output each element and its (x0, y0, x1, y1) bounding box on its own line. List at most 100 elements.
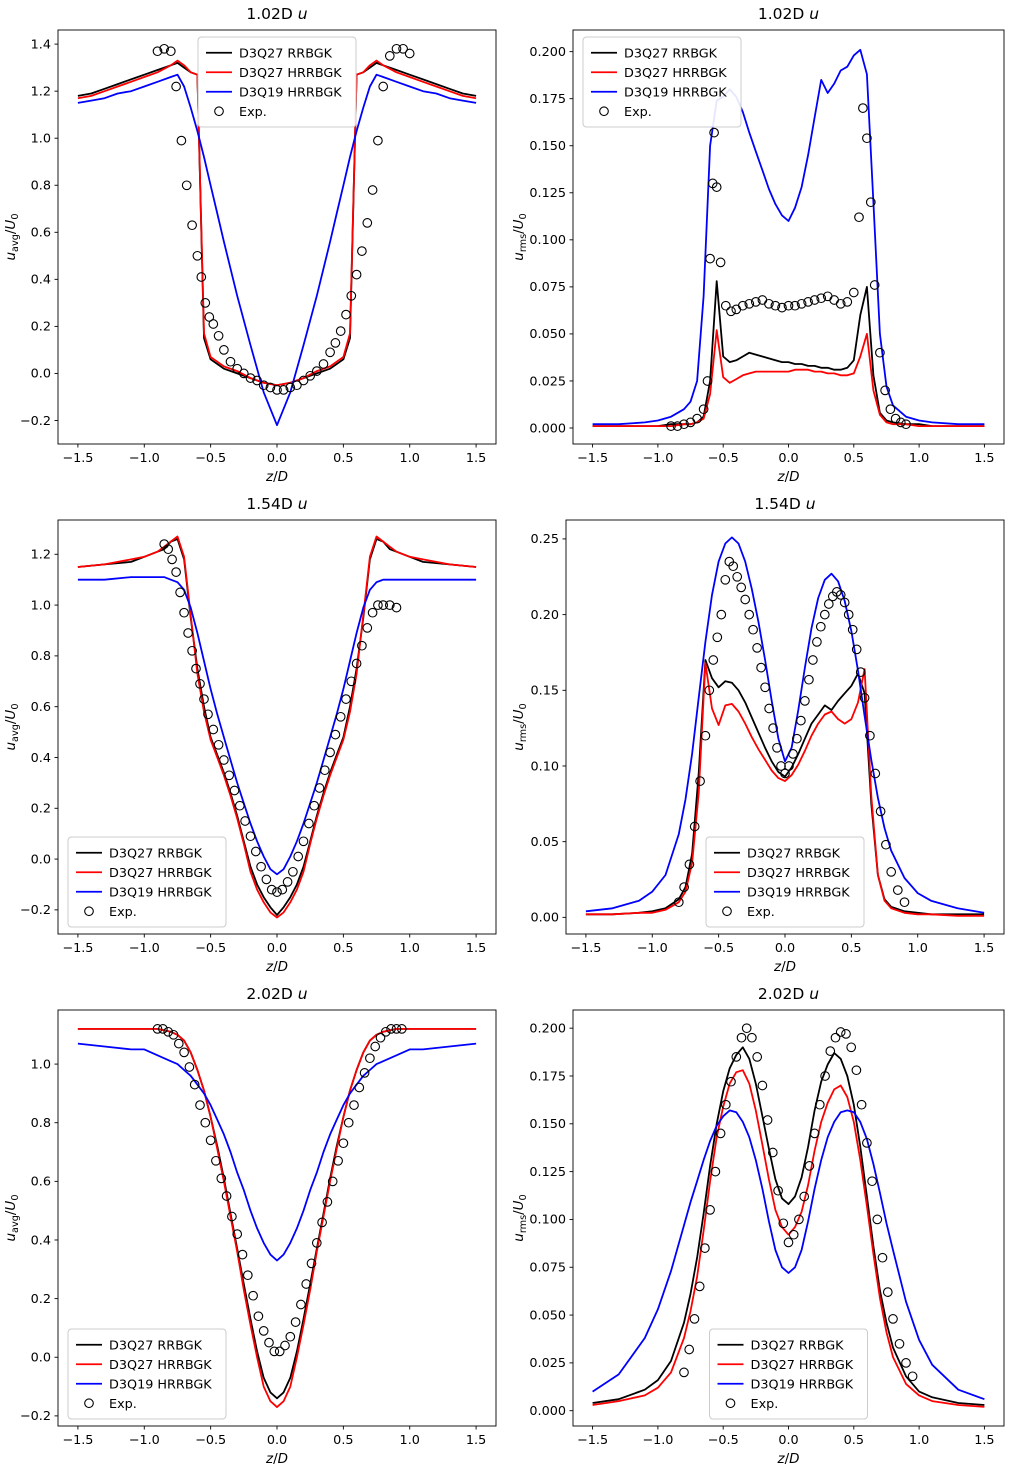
exp-marker (213, 330, 224, 341)
subplot-urms-2-02d: −1.5 −1.0 −0.5 0.0 0.5 1.0 1.5 0.000 0.025 0.050 0… (508, 980, 1017, 1472)
line-series-2 (592, 48, 985, 426)
subplot-uavg-1-02d: −1.5 −1.0 −0.5 0.0 0.5 1.0 1.5 −0.2 0.0 0.2 0.4 0.6… (0, 0, 508, 490)
y-tick-label: 0.200 (529, 1021, 566, 1036)
x-tick-label: −1.0 (637, 941, 668, 956)
exp-marker (238, 368, 249, 379)
exp-marker (700, 1243, 710, 1253)
y-tick-label: 0.150 (529, 139, 566, 154)
exp-marker (221, 1191, 232, 1201)
exp-marker (272, 385, 282, 395)
exp-marker (732, 571, 743, 582)
exp-marker (750, 297, 761, 307)
exp-marker (373, 600, 383, 610)
legend-label: D3Q19 HRRBGK (751, 1377, 854, 1392)
chart-svg-uavg-1-54d: −1.5 −1.0 −0.5 0.0 0.5 1.0 1.5 −0.2 0.0 0.2 0.4 0.6… (3, 495, 497, 975)
y-tick-label: 0.4 (31, 751, 51, 766)
chart-title: 1.02D u (758, 5, 819, 23)
exp-marker (252, 375, 262, 386)
exp-marker (187, 645, 197, 656)
exp-marker (349, 1100, 359, 1110)
exp-marker (261, 874, 272, 885)
legend-label: Exp. (747, 905, 775, 920)
x-tick-label: −1.0 (129, 451, 160, 466)
exp-marker (865, 730, 875, 741)
y-tick-label: 0.2 (31, 320, 51, 335)
exp-marker (784, 761, 794, 771)
exp-marker (715, 1128, 726, 1139)
exp-marker (219, 345, 229, 355)
subplot-uavg-2-02d: −1.5 −1.0 −0.5 0.0 0.5 1.0 1.5 −0.2 0.0 0.2 0.4 0.6… (0, 980, 508, 1472)
exp-marker (744, 609, 755, 620)
exp-marker (741, 1023, 752, 1034)
exp-marker (176, 135, 187, 146)
exp-marker (770, 300, 781, 311)
exp-marker (208, 319, 219, 329)
exp-marker (862, 133, 872, 144)
exp-marker (673, 897, 684, 908)
y-tick-label: −0.2 (20, 903, 51, 918)
exp-marker (700, 730, 711, 741)
y-tick-label: 0.150 (529, 1117, 566, 1132)
exp-marker (867, 1176, 877, 1187)
exp-marker (175, 587, 185, 598)
exp-scatter (666, 103, 911, 431)
exp-marker (800, 696, 810, 706)
x-axis-label: z/D (773, 959, 796, 975)
y-tick-label: 0.05 (531, 835, 560, 850)
exp-marker (191, 663, 201, 674)
exp-marker (666, 421, 676, 431)
exp-marker (309, 800, 320, 811)
exp-scatter (152, 43, 415, 395)
y-axis-label: uavg/U0 (3, 703, 21, 750)
x-tick-label: −0.5 (195, 1433, 226, 1448)
legend-label: D3Q27 RRBGK (109, 1338, 203, 1353)
series-lines (77, 1028, 477, 1408)
exp-marker (737, 300, 748, 311)
exp-marker (322, 1197, 333, 1207)
y-tick-label: 0.100 (529, 233, 566, 248)
exp-marker (820, 1071, 830, 1081)
axes: −1.5 −1.0 −0.5 0.0 0.5 1.0 1.5 0.000 0.025 0.050 0… (529, 1009, 1005, 1448)
x-tick-label: −0.5 (195, 941, 226, 956)
y-tick-label: 1.2 (31, 548, 51, 563)
x-tick-label: 1.5 (466, 941, 486, 956)
exp-marker (264, 1337, 274, 1348)
exp-marker (780, 768, 790, 779)
exp-marker (341, 694, 351, 704)
x-tick-label: 1.5 (466, 1433, 486, 1448)
series-lines (77, 535, 477, 919)
exp-marker (875, 806, 886, 817)
exp-marker (839, 597, 850, 608)
legend: D3Q27 RRBGK D3Q27 HRRBGK D3Q19 HRRBGK Exp. (705, 836, 865, 928)
x-tick-label: 0.0 (778, 451, 798, 466)
exp-marker (756, 662, 766, 673)
exp-marker (731, 1052, 742, 1062)
exp-marker (256, 861, 266, 872)
exp-marker (200, 1117, 211, 1128)
x-tick-label: 0.5 (844, 451, 864, 466)
legend: D3Q27 RRBGK D3Q27 HRRBGK D3Q19 HRRBGK Exp. (67, 1328, 227, 1420)
exp-marker (293, 851, 304, 862)
exp-marker (248, 1290, 258, 1301)
exp-marker (318, 359, 329, 369)
exp-marker (726, 1076, 736, 1087)
legend-label: D3Q27 RRBGK (747, 846, 841, 861)
exp-marker (330, 729, 341, 740)
exp-marker (711, 182, 722, 192)
exp-marker (720, 1099, 731, 1110)
legend-label: D3Q27 HRRBGK (239, 66, 342, 81)
exp-marker (815, 621, 826, 632)
exp-marker (277, 884, 288, 895)
exp-marker (183, 628, 193, 638)
exp-marker (899, 897, 910, 908)
y-tick-label: 0.0 (31, 852, 51, 867)
exp-marker (835, 590, 846, 600)
exp-marker (325, 747, 335, 758)
exp-marker (208, 724, 219, 735)
exp-marker (192, 250, 203, 261)
x-tick-label: 1.5 (974, 1433, 994, 1448)
exp-marker (809, 295, 820, 305)
exp-marker (219, 755, 229, 765)
exp-marker (736, 582, 747, 593)
